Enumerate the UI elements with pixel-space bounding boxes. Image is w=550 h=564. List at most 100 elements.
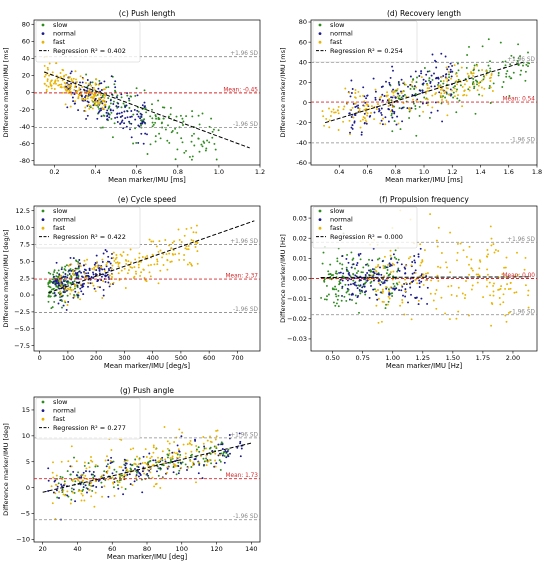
point-fast [379, 122, 382, 125]
point-fast [166, 268, 169, 271]
point-slow [482, 75, 485, 78]
point-fast [153, 485, 156, 488]
point-fast [435, 289, 438, 291]
y-tick-label: 10 [22, 432, 30, 440]
point-fast [504, 314, 507, 317]
point-normal [341, 294, 343, 297]
point-normal [120, 111, 123, 114]
point-fast [124, 474, 127, 477]
point-normal [75, 273, 78, 276]
point-fast [364, 119, 367, 122]
point-fast [67, 264, 70, 267]
point-slow [181, 461, 184, 464]
point-slow [423, 96, 426, 99]
point-fast [149, 275, 152, 278]
point-slow [499, 41, 502, 44]
point-slow [151, 125, 154, 128]
point-fast [437, 265, 439, 268]
point-normal [176, 444, 179, 447]
point-fast [439, 85, 441, 87]
point-fast [83, 98, 86, 101]
point-normal [99, 107, 102, 110]
point-slow [366, 263, 369, 266]
point-slow [440, 102, 443, 105]
point-normal [86, 487, 89, 490]
point-normal [430, 111, 433, 114]
point-fast [135, 272, 138, 275]
point-slow [47, 283, 50, 285]
point-fast [471, 269, 474, 272]
x-tick-label: 1.0 [214, 168, 224, 176]
point-normal [80, 95, 83, 98]
point-slow [197, 114, 200, 117]
y-tick-label: 80 [299, 18, 307, 26]
point-normal [107, 459, 110, 462]
point-slow [321, 262, 324, 265]
point-normal [112, 103, 115, 105]
point-fast [416, 282, 419, 285]
point-normal [147, 463, 150, 466]
point-fast [178, 258, 181, 261]
point-slow [227, 448, 230, 451]
point-normal [375, 294, 378, 296]
point-slow [189, 454, 192, 457]
point-fast [102, 99, 105, 102]
point-normal [371, 259, 374, 262]
point-fast [185, 245, 188, 248]
legend-marker-fast [41, 417, 45, 421]
point-normal [148, 452, 151, 455]
point-normal [376, 298, 379, 301]
point-fast [348, 119, 351, 122]
point-fast [321, 110, 324, 113]
y-tick-label: 5 [26, 458, 30, 466]
point-fast [135, 475, 138, 478]
x-tick-label: 1.0 [419, 168, 429, 176]
point-slow [77, 476, 80, 479]
point-normal [103, 80, 106, 83]
point-normal [47, 467, 50, 470]
point-slow [167, 454, 170, 457]
point-slow [151, 121, 154, 124]
legend-marker-slow [41, 23, 45, 27]
point-fast [99, 93, 102, 96]
point-normal [122, 127, 125, 130]
point-normal [128, 97, 130, 100]
point-slow [334, 285, 337, 288]
point-fast [337, 105, 340, 108]
point-normal [365, 263, 367, 266]
point-fast [120, 466, 123, 469]
point-fast [445, 261, 447, 264]
point-fast [175, 452, 178, 455]
point-slow [351, 258, 354, 261]
point-normal [105, 111, 108, 114]
point-fast [215, 429, 218, 432]
point-slow [376, 258, 379, 261]
point-slow [82, 488, 85, 491]
point-fast [156, 260, 159, 263]
point-fast [392, 270, 395, 273]
point-normal [341, 279, 344, 282]
point-slow [120, 96, 123, 99]
legend-marker-normal [41, 218, 45, 222]
point-slow [357, 270, 360, 273]
point-fast [500, 285, 503, 288]
point-fast [58, 83, 61, 86]
point-slow [355, 302, 358, 305]
point-fast [124, 287, 127, 289]
point-slow [101, 94, 104, 97]
point-fast [419, 264, 422, 267]
point-fast [425, 272, 427, 275]
point-normal [389, 263, 392, 266]
point-fast [470, 258, 473, 261]
point-normal [100, 109, 102, 112]
point-fast [67, 77, 70, 80]
point-normal [110, 75, 113, 78]
point-fast [144, 461, 147, 464]
point-normal [106, 118, 108, 121]
point-normal [118, 112, 121, 115]
point-normal [137, 475, 140, 478]
point-normal [437, 77, 440, 80]
point-slow [344, 283, 347, 286]
point-slow [112, 486, 115, 489]
point-normal [104, 249, 107, 251]
